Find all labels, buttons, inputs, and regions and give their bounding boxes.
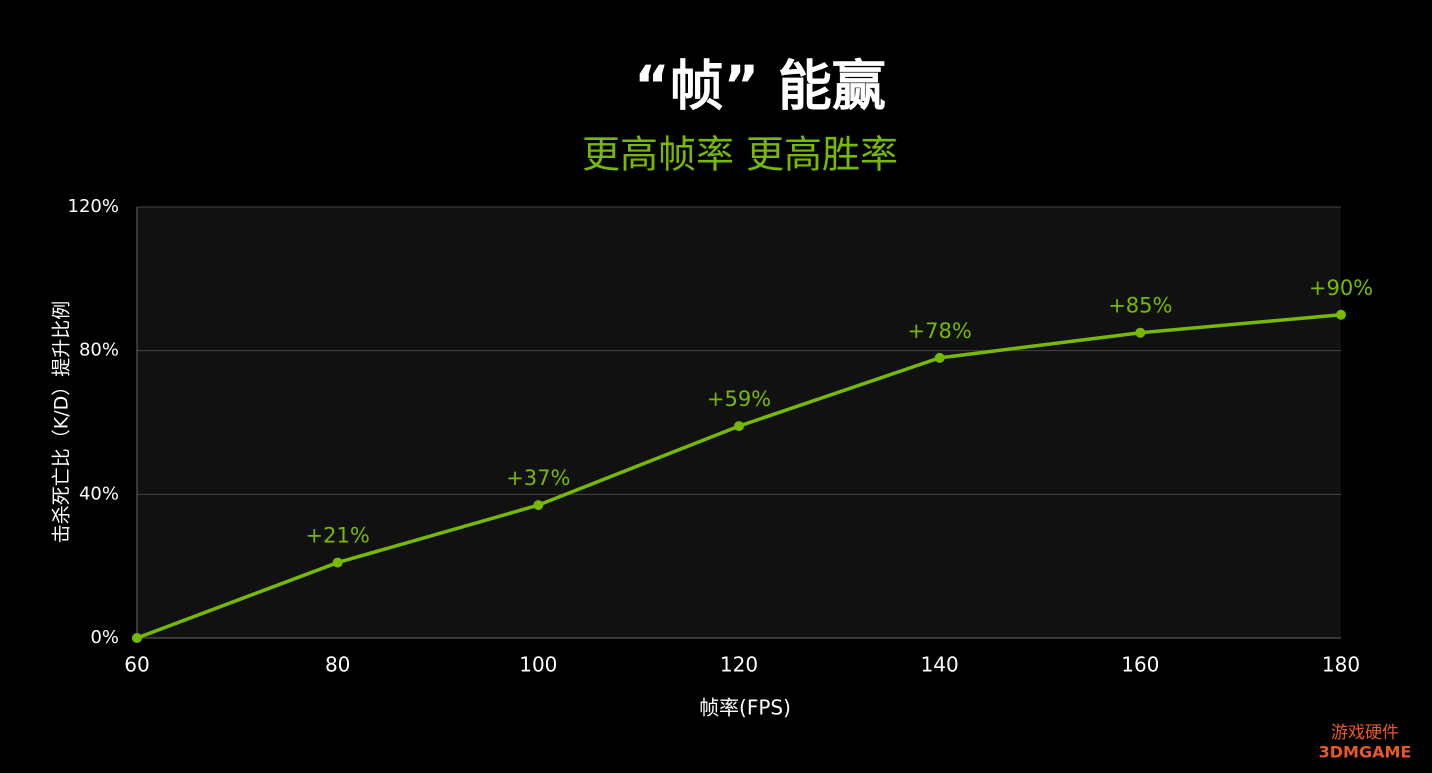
data-point [332,557,343,568]
y-tick-label: 0% [90,627,119,648]
data-label: +21% [306,524,370,548]
chart-title: “帧” 能赢 [634,55,886,118]
y-tick-label: 80% [79,340,119,361]
data-point [1135,327,1146,338]
x-tick-label: 180 [1322,653,1360,677]
data-point [934,352,945,363]
watermark: 3DMGAME [1319,743,1412,762]
y-axis-label: 击杀死亡比（K/D）提升比例 [51,301,73,544]
watermark: 游戏硬件 [1331,723,1399,743]
data-label: +78% [908,319,972,343]
x-tick-label: 80 [325,653,350,677]
chart-subtitle: 更高帧率 更高胜率 [582,133,898,177]
data-point [1336,309,1346,320]
x-tick-label: 160 [1121,653,1159,677]
x-tick-label: 120 [720,653,758,677]
data-label: +37% [506,466,570,490]
y-tick-label: 40% [79,483,119,504]
x-tick-label: 140 [921,653,959,677]
x-axis-label: 帧率(FPS) [699,696,791,720]
data-point [734,421,744,432]
data-point [533,500,544,511]
data-point [132,633,142,643]
data-label: +59% [707,387,771,411]
y-tick-label: 120% [68,196,119,217]
x-tick-label: 60 [124,653,149,677]
data-label: +90% [1309,276,1373,300]
x-tick-label: 100 [519,653,557,677]
data-label: +85% [1108,294,1172,318]
